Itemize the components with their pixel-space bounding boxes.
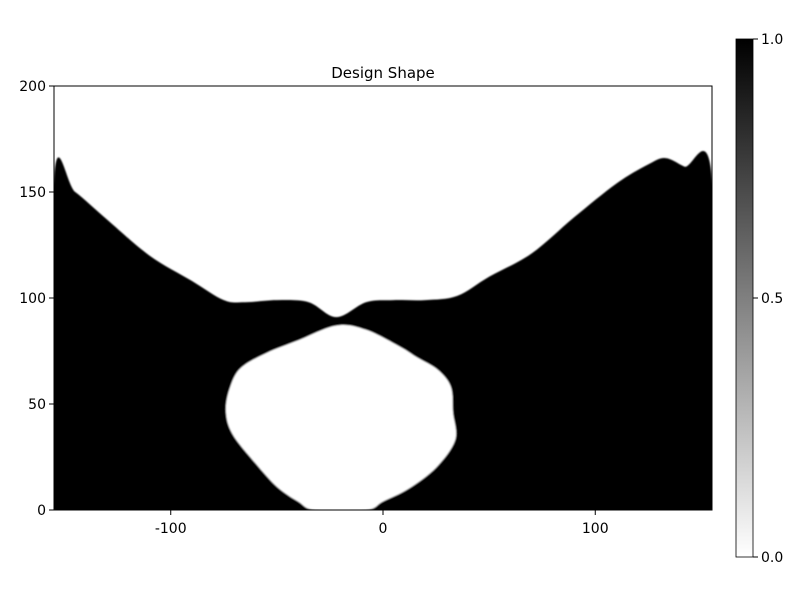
y-tick-label: 50 bbox=[28, 397, 46, 413]
x-tick-label: 100 bbox=[582, 521, 609, 537]
chart-title: Design Shape bbox=[331, 64, 435, 82]
y-axis: 0 50 100 150 200 bbox=[19, 79, 54, 519]
colorbar bbox=[735, 38, 754, 558]
colorbar-axis: 0.0 0.5 1.0 bbox=[753, 32, 783, 566]
y-tick-label: 200 bbox=[19, 79, 46, 95]
colorbar-tick-label: 0.0 bbox=[761, 550, 783, 566]
plot-area bbox=[53, 85, 713, 511]
y-tick-label: 0 bbox=[37, 503, 46, 519]
y-tick-label: 100 bbox=[19, 291, 46, 307]
x-tick-label: 0 bbox=[379, 521, 388, 537]
void-region-1 bbox=[225, 325, 457, 510]
colorbar-tick-label: 1.0 bbox=[761, 32, 783, 48]
colorbar-tick-label: 0.5 bbox=[761, 291, 783, 307]
x-tick-label: -100 bbox=[155, 521, 187, 537]
y-tick-label: 150 bbox=[19, 185, 46, 201]
solid-material-region bbox=[54, 151, 712, 510]
colorbar-gradient bbox=[735, 38, 754, 558]
x-axis: -100 0 100 bbox=[155, 510, 609, 537]
